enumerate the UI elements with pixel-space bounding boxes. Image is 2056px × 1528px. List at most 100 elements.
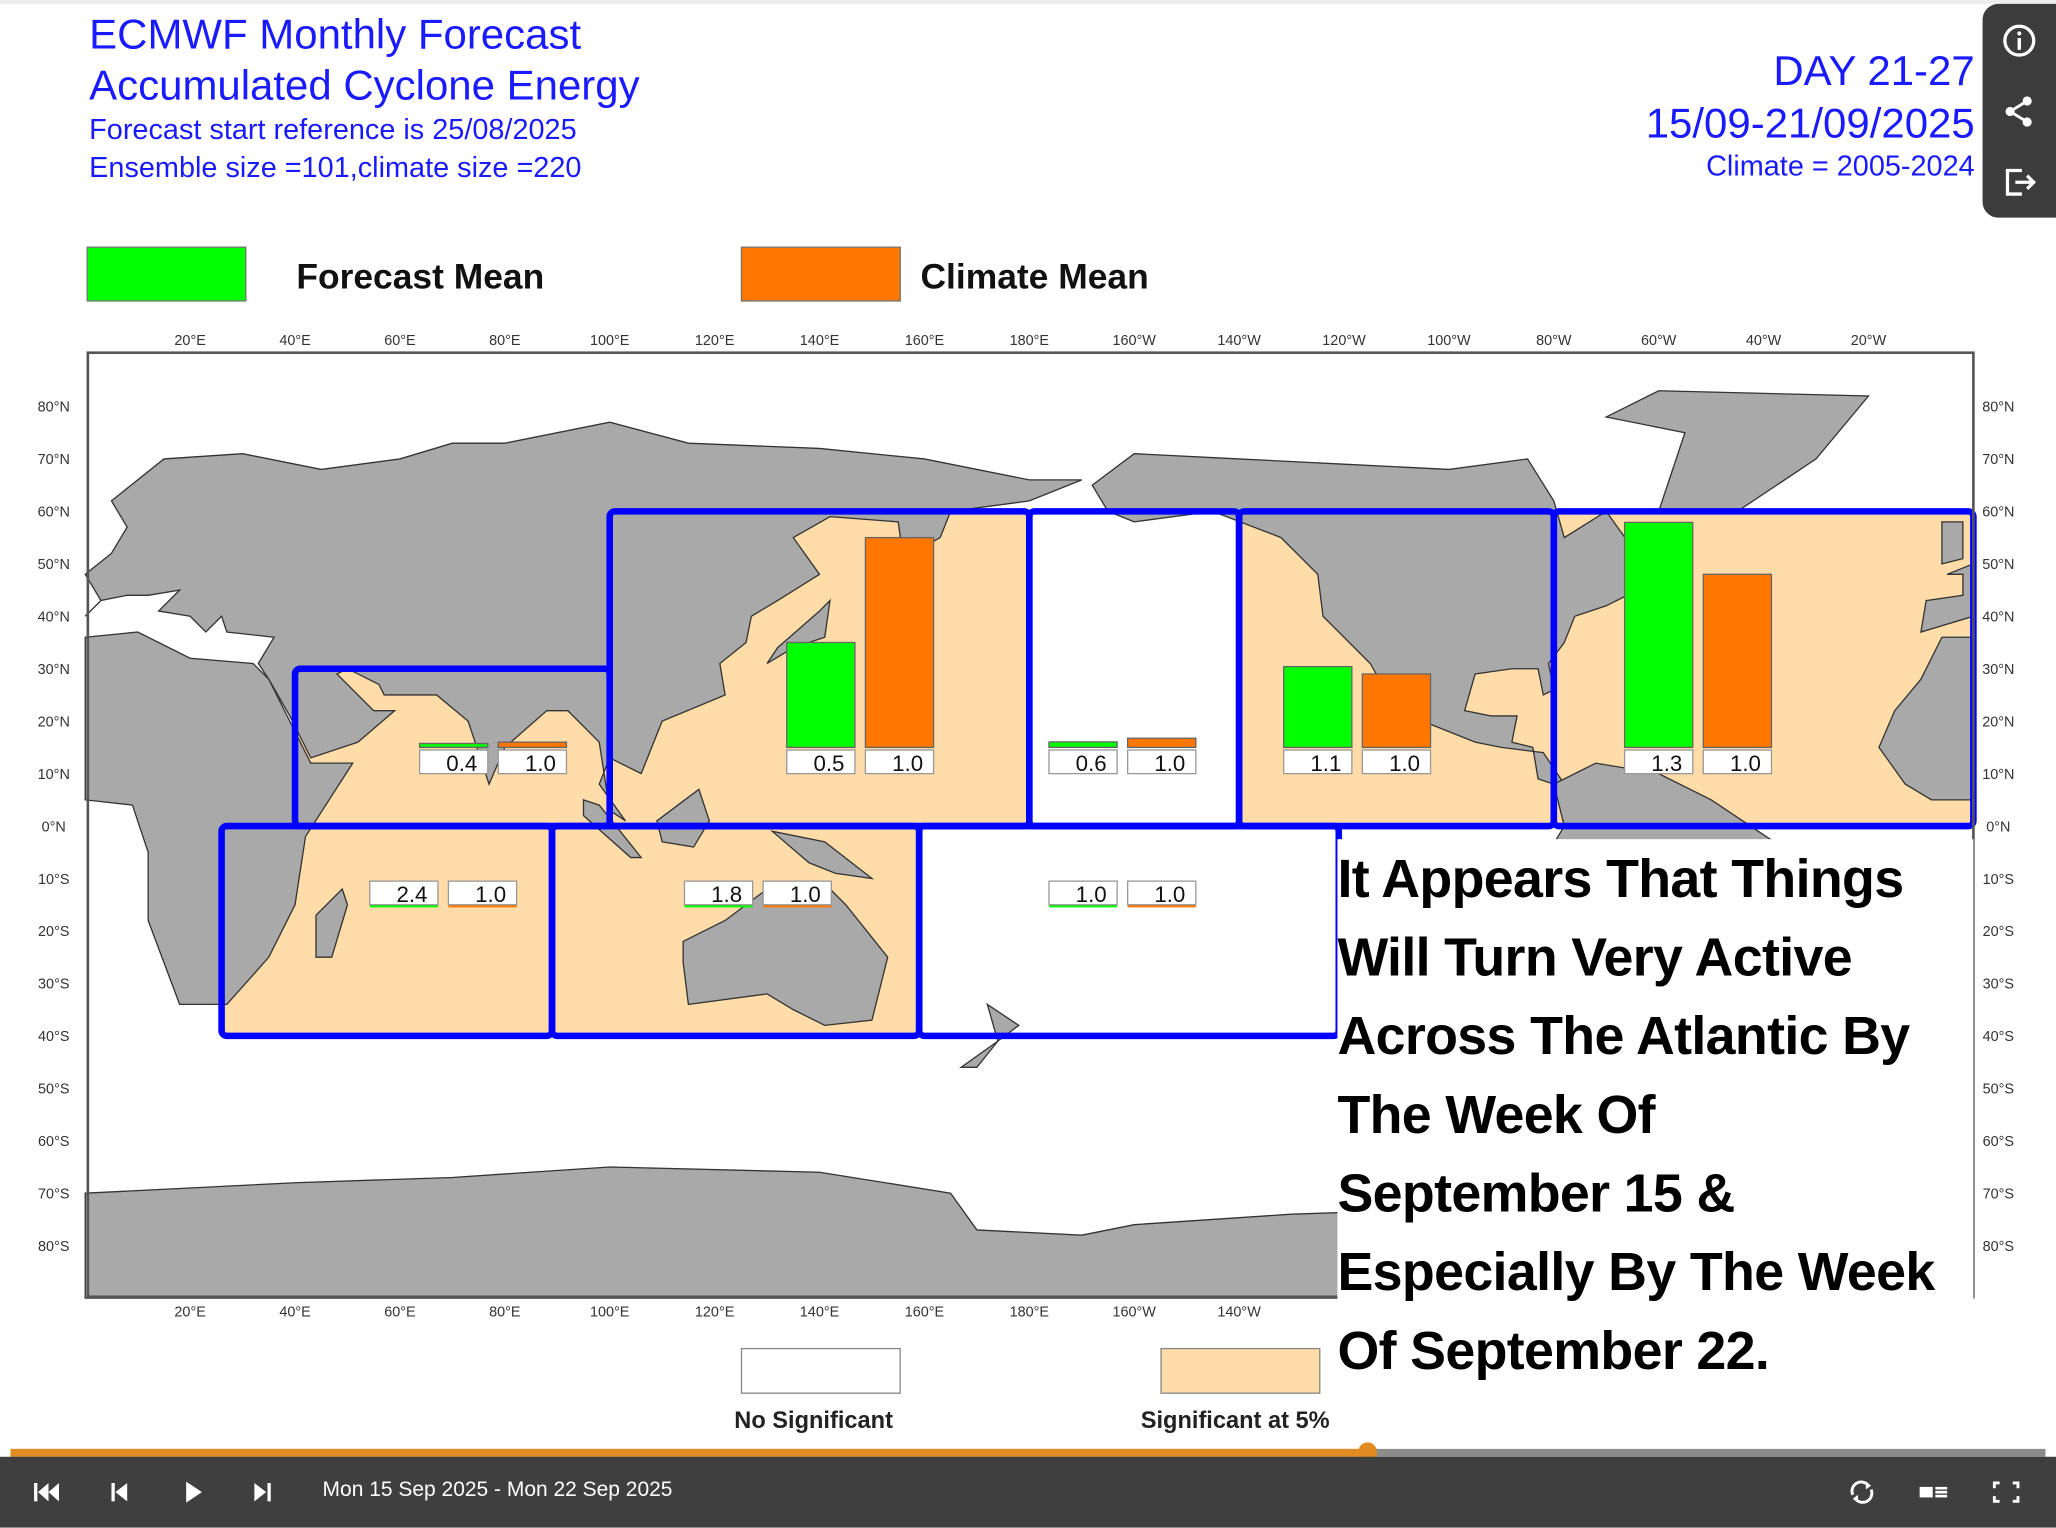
lon-tick-label: 120°E <box>695 1304 734 1320</box>
forecast-bar-north-indian <box>418 742 489 749</box>
lat-tick-label: 60°S <box>1983 1134 2014 1150</box>
lat-tick-label: 70°N <box>1982 452 2014 468</box>
lon-tick-label: 180°E <box>1010 1304 1049 1320</box>
lon-tick-label: 140°W <box>1217 1304 1261 1320</box>
annotation-line: Across The Atlantic By <box>1337 1005 1910 1067</box>
annotation-line: Will Turn Very Active <box>1337 927 1852 988</box>
lat-tick-label: 80°N <box>38 400 70 416</box>
play-icon[interactable] <box>177 1479 208 1505</box>
lat-tick-label: 80°N <box>1982 400 2014 416</box>
forecast-bar-australia <box>684 904 753 908</box>
landmass <box>1941 521 1964 565</box>
next-frame-icon[interactable] <box>248 1479 279 1505</box>
forecast-value-australia: 1.8 <box>711 882 742 907</box>
lat-tick-label: 40°N <box>1982 610 2014 626</box>
climate-bar-central-pacific <box>1126 737 1197 749</box>
lon-tick-label: 100°E <box>590 333 629 349</box>
lon-tick-label: 20°E <box>174 333 205 349</box>
lat-tick-label: 0°N <box>42 819 66 835</box>
lat-tick-label: 20°S <box>38 924 69 940</box>
lon-tick-label: 60°E <box>384 1304 415 1320</box>
significant-swatch <box>1160 1347 1321 1394</box>
lat-tick-label: 0°N <box>1986 819 2010 835</box>
top-strip <box>0 0 2056 4</box>
climate-value-east-pacific: 1.0 <box>1389 751 1420 776</box>
date-range: 15/09-21/09/2025 <box>1645 99 1975 147</box>
lon-tick-label: 140°W <box>1217 333 1261 349</box>
export-icon[interactable] <box>2001 164 2038 201</box>
lon-tick-label: 20°E <box>174 1304 205 1320</box>
loop-icon[interactable] <box>1846 1479 1877 1505</box>
climate-mean-label: Climate Mean <box>920 256 1149 297</box>
lon-tick-label: 160°E <box>905 1304 944 1320</box>
ensemble-size-text: Ensemble size =101,climate size =220 <box>89 150 582 184</box>
lat-tick-label: 40°N <box>38 610 70 626</box>
share-icon[interactable] <box>2001 93 2038 130</box>
lon-tick-label: 80°E <box>489 1304 520 1320</box>
value-label-box <box>864 749 935 775</box>
lat-tick-label: 50°N <box>38 557 70 573</box>
lat-tick-label: 10°S <box>1983 872 2014 888</box>
annotation-text: It Appears That Things Will Turn Very Ac… <box>1337 839 1974 1390</box>
lon-tick-label: 40°E <box>279 333 310 349</box>
value-label-box <box>1126 880 1197 906</box>
lon-tick-label: 160°W <box>1113 1304 1157 1320</box>
forecast-bar-west-pacific <box>786 641 856 749</box>
previous-frame-icon[interactable] <box>105 1479 136 1505</box>
climate-value-west-pacific: 1.0 <box>892 751 923 776</box>
value-label-box <box>1048 749 1118 775</box>
lat-tick-label: 20°N <box>38 714 70 730</box>
lat-tick-label: 30°S <box>1983 977 2014 993</box>
landmass <box>84 631 354 1006</box>
value-label-box <box>1702 749 1773 775</box>
landmass <box>84 421 1083 822</box>
lat-tick-label: 80°S <box>1983 1239 2014 1255</box>
lat-tick-label: 30°S <box>38 977 69 993</box>
lat-tick-label: 40°S <box>38 1029 69 1045</box>
forecast-bar-south-indian <box>369 904 438 908</box>
fullscreen-icon[interactable] <box>1990 1479 2021 1505</box>
climate-bar-north-indian <box>497 741 568 749</box>
climate-value-australia: 1.0 <box>790 882 821 907</box>
value-label-box <box>497 749 568 775</box>
chart-subtitle: Accumulated Cyclone Energy <box>89 61 640 109</box>
info-icon[interactable] <box>2001 22 2038 59</box>
lat-tick-label: 50°S <box>38 1082 69 1098</box>
lat-tick-label: 30°N <box>1982 662 2014 678</box>
forecast-start-text: Forecast start reference is 25/08/2025 <box>89 112 577 146</box>
lat-tick-label: 70°N <box>38 452 70 468</box>
forecast-mean-swatch <box>86 246 247 302</box>
value-label-box <box>418 749 489 775</box>
lon-tick-label: 160°W <box>1113 333 1157 349</box>
lon-tick-label: 160°E <box>905 333 944 349</box>
day-range: DAY 21-27 <box>1773 47 1975 95</box>
climate-value-south-indian: 1.0 <box>475 882 506 907</box>
forecast-value-atlantic: 1.3 <box>1651 751 1682 776</box>
value-label-box <box>447 880 518 906</box>
landmass <box>769 830 875 880</box>
climate-bar-south-indian <box>448 904 517 908</box>
landmass <box>1604 390 1870 513</box>
lat-tick-label: 30°N <box>38 662 70 678</box>
timeline-progress <box>10 1448 1368 1457</box>
lat-tick-label: 60°N <box>1982 505 2014 521</box>
no-significant-label: No Significant <box>734 1406 893 1434</box>
climate-bar-south-pacific <box>1127 904 1196 908</box>
value-label-box <box>1361 749 1432 775</box>
first-frame-icon[interactable] <box>31 1479 62 1505</box>
no-significant-swatch <box>740 1347 901 1394</box>
lat-tick-label: 10°N <box>1982 767 2014 783</box>
value-label-box <box>1048 880 1118 906</box>
landmass <box>1091 453 1682 785</box>
lat-tick-label: 40°S <box>1983 1029 2014 1045</box>
layer-list-icon[interactable] <box>1918 1479 1949 1505</box>
landmass <box>959 1002 1020 1068</box>
value-label-box <box>683 880 754 906</box>
forecast-value-north-indian: 0.4 <box>446 751 477 776</box>
forecast-value-west-pacific: 0.5 <box>813 751 844 776</box>
lat-tick-label: 20°N <box>1982 714 2014 730</box>
lon-tick-label: 40°W <box>1746 333 1782 349</box>
climate-bar-east-pacific <box>1361 673 1432 749</box>
annotation-line: September 15 & <box>1337 1163 1735 1224</box>
